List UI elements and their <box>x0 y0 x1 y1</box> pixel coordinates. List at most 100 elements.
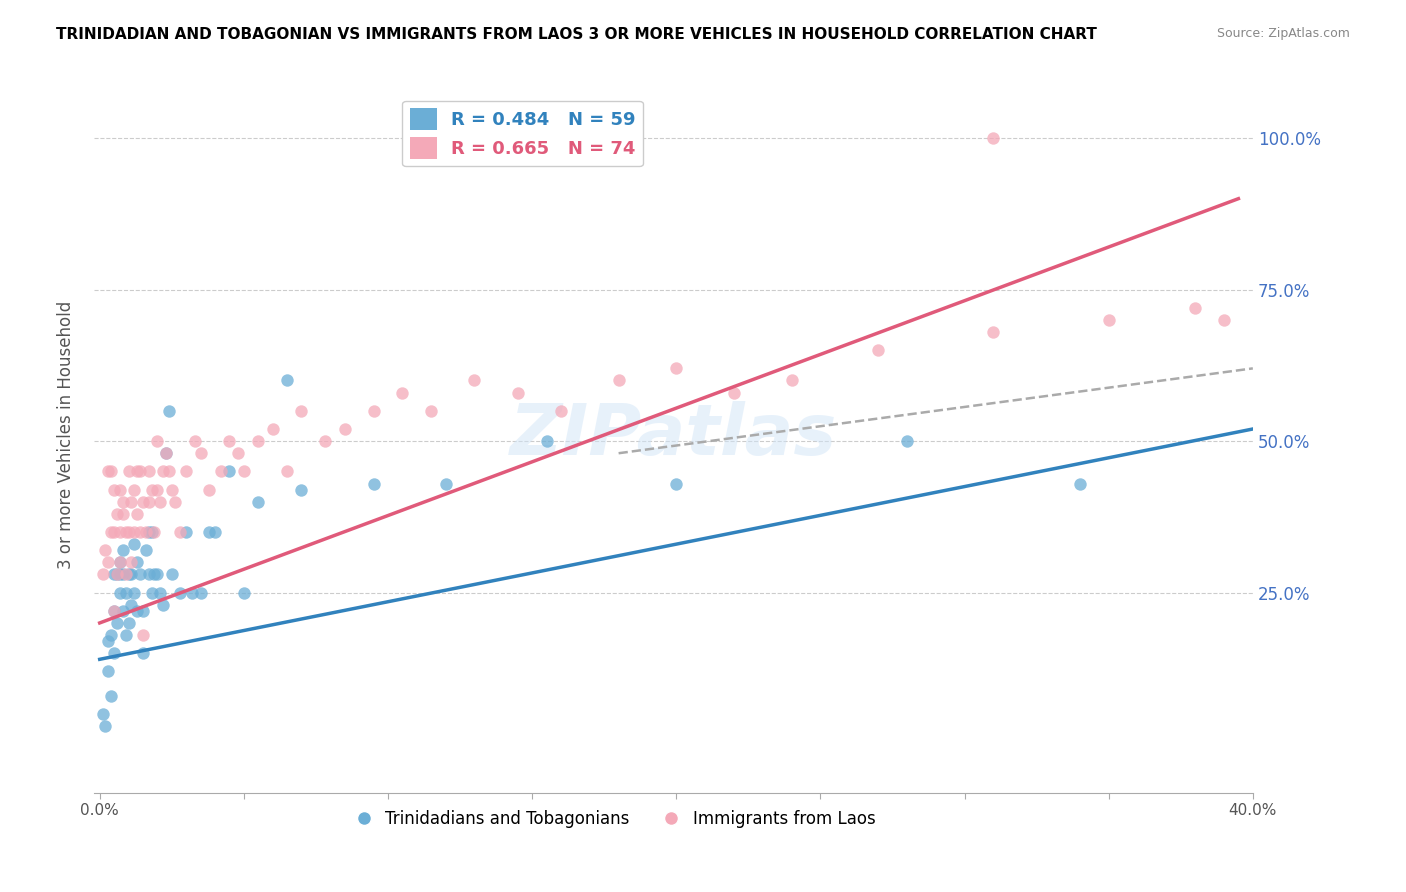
Point <box>103 604 125 618</box>
Point <box>146 567 169 582</box>
Point <box>314 434 336 449</box>
Point <box>132 628 155 642</box>
Point <box>111 567 134 582</box>
Point <box>536 434 558 449</box>
Point <box>127 604 149 618</box>
Point <box>117 464 139 478</box>
Point <box>129 464 152 478</box>
Point <box>780 374 803 388</box>
Point <box>226 446 249 460</box>
Point <box>129 567 152 582</box>
Point <box>97 464 120 478</box>
Y-axis label: 3 or more Vehicles in Household: 3 or more Vehicles in Household <box>58 301 75 569</box>
Point <box>290 404 312 418</box>
Point <box>155 446 177 460</box>
Point <box>132 604 155 618</box>
Point <box>152 598 174 612</box>
Point <box>157 464 180 478</box>
Point <box>100 524 122 539</box>
Point <box>103 604 125 618</box>
Point <box>111 604 134 618</box>
Point <box>114 585 136 599</box>
Point <box>198 524 221 539</box>
Point <box>100 689 122 703</box>
Point <box>160 483 183 497</box>
Point <box>94 719 117 733</box>
Legend: Trinidadians and Tobagonians, Immigrants from Laos: Trinidadians and Tobagonians, Immigrants… <box>349 803 883 834</box>
Point <box>127 464 149 478</box>
Point <box>363 404 385 418</box>
Point <box>124 483 146 497</box>
Point <box>103 483 125 497</box>
Point <box>103 567 125 582</box>
Point <box>209 464 232 478</box>
Point <box>108 524 131 539</box>
Point <box>218 434 240 449</box>
Point <box>146 434 169 449</box>
Point <box>146 483 169 497</box>
Point <box>665 476 688 491</box>
Point <box>157 404 180 418</box>
Point <box>983 131 1005 145</box>
Point <box>1184 301 1206 315</box>
Point <box>169 585 191 599</box>
Point <box>149 494 172 508</box>
Text: Source: ZipAtlas.com: Source: ZipAtlas.com <box>1216 27 1350 40</box>
Point <box>108 585 131 599</box>
Point <box>143 524 166 539</box>
Point <box>665 361 688 376</box>
Point <box>198 483 221 497</box>
Point <box>232 585 254 599</box>
Point <box>204 524 226 539</box>
Point <box>218 464 240 478</box>
Point <box>124 537 146 551</box>
Point <box>363 476 385 491</box>
Point <box>232 464 254 478</box>
Point <box>127 507 149 521</box>
Point <box>1213 313 1236 327</box>
Point <box>97 555 120 569</box>
Point <box>174 524 197 539</box>
Point <box>1098 313 1121 327</box>
Point <box>108 555 131 569</box>
Point <box>132 646 155 660</box>
Point <box>463 374 485 388</box>
Point <box>160 567 183 582</box>
Point <box>333 422 356 436</box>
Point <box>117 615 139 630</box>
Point <box>114 628 136 642</box>
Point <box>117 524 139 539</box>
Point <box>868 343 890 358</box>
Point <box>124 585 146 599</box>
Point <box>138 464 160 478</box>
Point <box>290 483 312 497</box>
Point <box>100 464 122 478</box>
Point <box>276 374 298 388</box>
Text: ZIPatlas: ZIPatlas <box>510 401 837 469</box>
Point <box>111 494 134 508</box>
Point <box>120 567 142 582</box>
Point <box>117 567 139 582</box>
Point <box>550 404 572 418</box>
Point <box>132 494 155 508</box>
Point <box>111 543 134 558</box>
Point <box>105 567 128 582</box>
Point <box>97 634 120 648</box>
Point <box>181 585 204 599</box>
Point <box>97 665 120 679</box>
Point <box>124 524 146 539</box>
Point <box>391 385 413 400</box>
Point <box>120 494 142 508</box>
Point <box>276 464 298 478</box>
Point <box>506 385 529 400</box>
Point <box>420 404 443 418</box>
Point <box>103 524 125 539</box>
Point <box>247 434 270 449</box>
Point <box>105 567 128 582</box>
Point <box>135 524 157 539</box>
Point <box>149 585 172 599</box>
Point <box>108 567 131 582</box>
Text: TRINIDADIAN AND TOBAGONIAN VS IMMIGRANTS FROM LAOS 3 OR MORE VEHICLES IN HOUSEHO: TRINIDADIAN AND TOBAGONIAN VS IMMIGRANTS… <box>56 27 1097 42</box>
Point <box>138 524 160 539</box>
Point <box>120 555 142 569</box>
